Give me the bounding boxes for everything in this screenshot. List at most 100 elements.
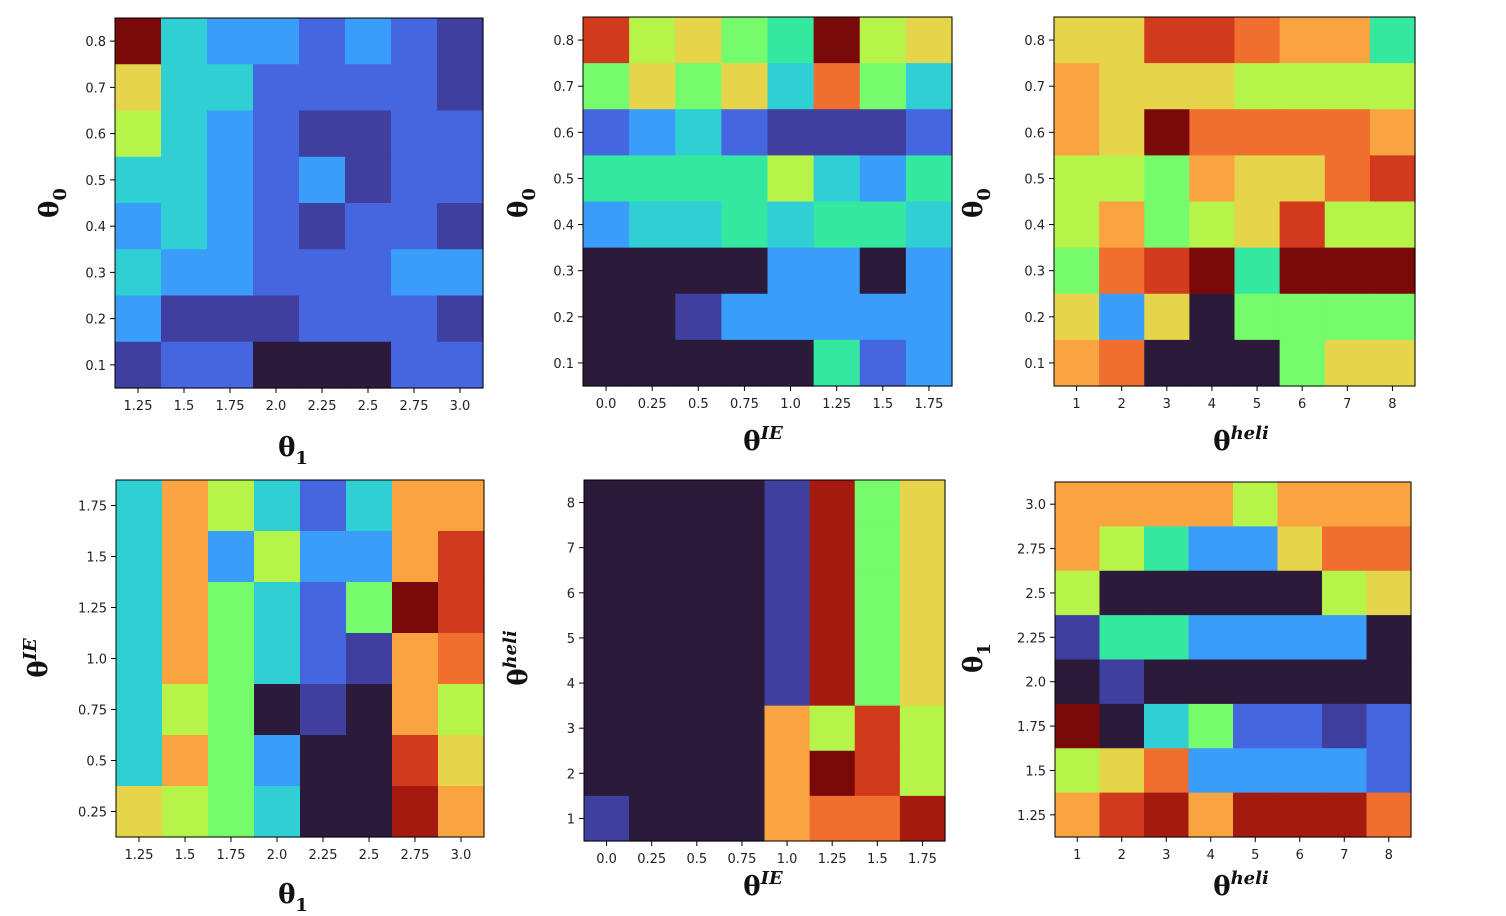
heatmap-cell: [208, 684, 255, 736]
y-axis-label-base: θ: [35, 201, 65, 218]
heatmap-cell: [116, 480, 163, 532]
heatmap-cell: [1099, 247, 1145, 295]
heatmap-cell: [767, 293, 815, 341]
x-tick-label: 1.25: [125, 848, 154, 863]
heatmap-cell: [346, 582, 393, 634]
heatmap-cell: [300, 480, 347, 532]
heatmap-cell: [1054, 109, 1100, 156]
heatmap-cell: [438, 735, 485, 787]
heatmap-cell: [162, 684, 209, 736]
heatmap-cell: [1099, 659, 1145, 705]
heatmap-cell: [583, 339, 630, 387]
y-tick-label: 1.75: [1017, 720, 1046, 735]
heatmap-cell: [346, 684, 393, 736]
heatmap-cell: [764, 480, 811, 526]
heatmap-cell: [1366, 703, 1412, 749]
heatmap-panel-1: 1.25 1.5 1.75 2.0 2.25 2.5 2.75 3.0 0.8 0.7 0.6 0.5…: [85, 17, 484, 414]
heatmap-cell: [391, 341, 438, 389]
heatmap-cell: [392, 582, 439, 634]
heatmap-cell: [854, 795, 901, 842]
heatmap-cell: [629, 63, 676, 110]
heatmap-cell: [1324, 17, 1371, 64]
heatmap-cell: [254, 786, 301, 838]
heatmap-cell: [1099, 339, 1145, 387]
heatmap-cell: [719, 660, 766, 707]
heatmap-cell: [1369, 247, 1416, 295]
heatmap-cell: [719, 750, 766, 797]
y-tick-label: 0.75: [78, 704, 107, 719]
heatmap-cell: [1099, 526, 1145, 572]
heatmap-cell: [1277, 703, 1323, 749]
heatmap-cell: [1277, 792, 1323, 838]
heatmap-cell: [675, 109, 722, 156]
y-axis-label: θ0: [959, 188, 995, 218]
heatmap-cell: [719, 795, 766, 842]
heatmap-cell: [1189, 201, 1236, 249]
heatmap-cell: [207, 203, 254, 250]
x-tick-label: 4: [1208, 397, 1216, 412]
heatmap-cell: [1055, 703, 1101, 749]
heatmap-cell: [1369, 17, 1416, 64]
x-tick-label: 3.0: [450, 399, 471, 414]
heatmap-cell: [207, 341, 254, 389]
heatmap-cell: [813, 201, 861, 249]
y-tick-label: 0.2: [85, 313, 106, 328]
heatmap-cell: [161, 156, 208, 204]
heatmap-cell: [346, 786, 393, 838]
heatmap-cell: [1234, 247, 1281, 295]
heatmap-cell: [905, 109, 953, 156]
heatmap-cell: [1144, 659, 1190, 705]
heatmap-cell: [1189, 247, 1236, 295]
heatmap-cell: [299, 18, 346, 65]
heatmap-cell: [1369, 63, 1416, 110]
heatmap-cell: [584, 660, 630, 707]
plot-frame: [1053, 16, 1416, 387]
y-tick-label: 4: [567, 677, 575, 692]
heatmap-cell: [115, 64, 162, 112]
x-tick-label: 4: [1207, 848, 1215, 863]
heatmap-cell: [674, 570, 720, 616]
heatmap-cell: [115, 341, 162, 389]
y-axis-label-base: θ: [959, 201, 989, 218]
y-axis-label: θheli: [500, 630, 534, 686]
y-tick-label: 1: [567, 812, 575, 827]
heatmap-cell: [391, 18, 438, 65]
heatmap-cell: [719, 480, 766, 526]
heatmap-cell: [300, 786, 347, 838]
x-axis-label-superscript: heli: [1231, 423, 1269, 444]
heatmap-cell: [675, 293, 722, 341]
heatmap-cell: [584, 705, 630, 752]
heatmap-cell: [253, 18, 300, 65]
plot-frame: [114, 17, 484, 389]
heatmap-cell: [1234, 63, 1281, 110]
heatmap-cell: [1324, 247, 1371, 295]
heatmap-cell: [437, 18, 484, 65]
heatmap-cell: [345, 249, 392, 297]
heatmap-cell: [437, 295, 484, 343]
heatmap-cell: [438, 633, 485, 685]
heatmap-cell: [345, 341, 392, 389]
heatmap-cell: [1366, 482, 1412, 527]
heatmap-cell: [207, 18, 254, 65]
x-axis-label-subscript: 1: [295, 895, 308, 916]
heatmap-cell: [1234, 339, 1281, 387]
y-tick-label: 2.0: [1025, 676, 1046, 691]
heatmap-cell: [1099, 482, 1145, 527]
y-tick-label: 0.4: [85, 220, 106, 235]
heatmap-cell: [905, 17, 953, 64]
heatmap-cell: [161, 295, 208, 343]
heatmap-cell: [115, 110, 162, 158]
heatmap-cell: [115, 156, 162, 204]
heatmap-cell: [813, 247, 861, 295]
heatmap-cell: [438, 480, 485, 532]
x-axis-label: θheli: [1213, 423, 1269, 457]
heatmap-cell: [721, 155, 769, 203]
heatmap-cell: [674, 525, 720, 571]
heatmap-cell: [253, 64, 300, 112]
heatmap-cell: [767, 155, 815, 203]
heatmap-cell: [1144, 570, 1190, 616]
y-tick-label: 0.2: [553, 311, 574, 326]
heatmap-cell: [905, 201, 953, 249]
heatmap-cell: [438, 786, 485, 838]
y-tick-label: 0.7: [553, 80, 574, 95]
